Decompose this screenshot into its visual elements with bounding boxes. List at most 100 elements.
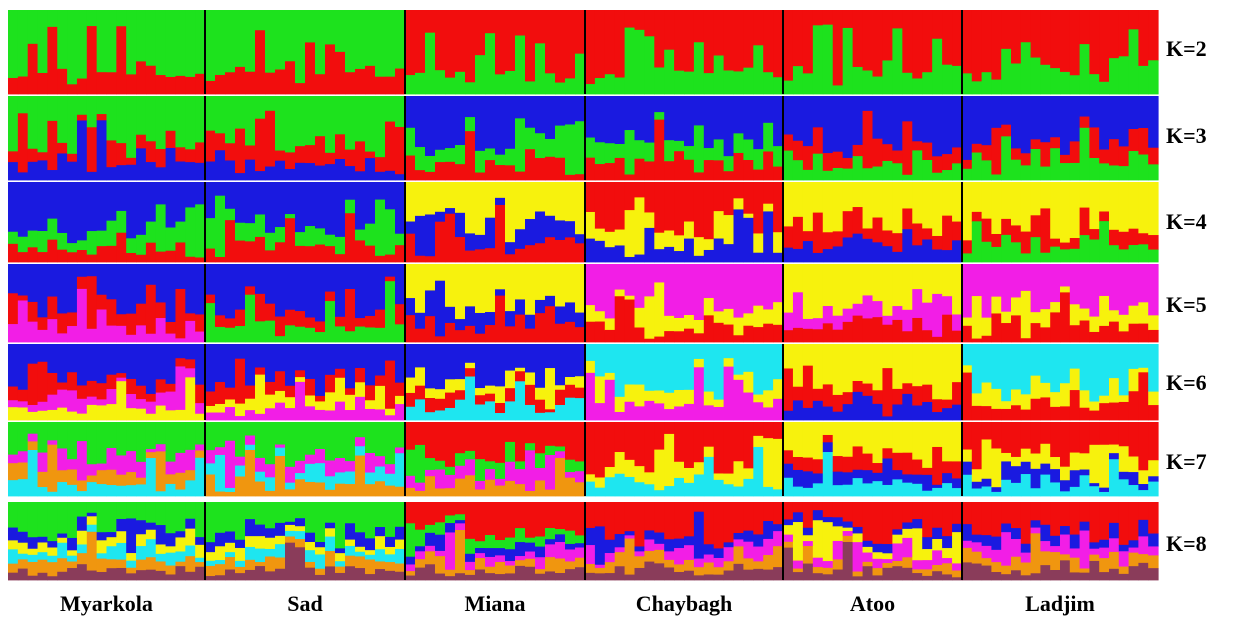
- bar-segment-red: [912, 459, 923, 476]
- bar-segment-blue: [345, 182, 356, 201]
- bar-segment-cyan: [912, 483, 923, 497]
- bar-segment-green: [1020, 42, 1032, 95]
- bar-segment-orange: [585, 564, 596, 574]
- bar-segment-orange: [375, 481, 386, 497]
- bar-segment-red: [136, 385, 147, 400]
- bar-segment-red: [136, 61, 147, 95]
- bar-segment-red: [465, 250, 476, 263]
- bar-segment-magenta: [165, 333, 177, 343]
- bar-segment-yellow: [723, 358, 735, 368]
- bar-segment-brown: [285, 542, 296, 581]
- bar-segment-red: [981, 502, 992, 536]
- bar-segment-green: [1001, 48, 1012, 95]
- bar-segment-magenta: [1079, 530, 1090, 569]
- bar-segment-magenta: [67, 459, 78, 470]
- bar-segment-green: [753, 149, 764, 170]
- bar-segment-red: [912, 141, 923, 151]
- bar-segment-orange: [555, 558, 566, 574]
- bar-segment-yellow: [604, 231, 616, 248]
- bar-segment-blue: [783, 247, 794, 263]
- bar-segment-cyan: [1089, 344, 1100, 402]
- bar-segment-cyan: [57, 542, 68, 559]
- bar-segment-brown: [265, 571, 276, 581]
- bar-segment-red: [773, 502, 784, 525]
- bar-segment-blue: [505, 549, 516, 562]
- bar-segment-magenta: [753, 546, 764, 562]
- bar-segment-blue: [802, 471, 814, 489]
- bar-segment-brown: [962, 562, 973, 581]
- bar-segment-green: [594, 78, 606, 95]
- bar-segment-red: [57, 249, 68, 263]
- bar-segment-magenta: [265, 464, 276, 478]
- bar-segment-blue: [385, 170, 396, 181]
- bar-segment-red: [255, 118, 266, 172]
- bar-segment-blue: [495, 289, 506, 296]
- bar-segment-yellow: [981, 382, 992, 407]
- bar-segment-green: [195, 10, 206, 75]
- bar-segment-yellow: [185, 528, 196, 546]
- bar-segment-green: [275, 10, 286, 70]
- bar-segment-brown: [355, 568, 366, 581]
- bar-segment-red: [116, 314, 127, 327]
- bar-segment-blue: [265, 528, 276, 539]
- bar-segment-red: [515, 171, 526, 181]
- bar-segment-orange: [475, 489, 486, 497]
- bar-segment-green: [8, 231, 19, 245]
- bar-segment-blue: [235, 173, 246, 181]
- bar-segment-red: [654, 182, 665, 234]
- bar-segment-brown: [126, 573, 137, 581]
- bar-segment-blue: [684, 536, 695, 546]
- bar-segment-yellow: [674, 461, 685, 479]
- bar-segment-red: [912, 386, 923, 406]
- bar-segment-blue: [703, 544, 715, 555]
- bar-segment-yellow: [952, 344, 963, 383]
- bar-segment-red: [654, 502, 665, 533]
- bar-segment-orange: [654, 549, 665, 564]
- bar-segment-magenta: [205, 450, 216, 464]
- bar-segment-red: [315, 136, 326, 166]
- bar-segment-brown: [136, 570, 147, 581]
- bar-segment-cyan: [505, 401, 516, 421]
- bar-segment-cyan: [335, 472, 346, 485]
- bar-segment-blue: [205, 161, 216, 181]
- bar-segment-green: [195, 502, 206, 538]
- bar-segment-magenta: [275, 402, 286, 421]
- bar-segment-cyan: [175, 551, 186, 563]
- bar-segment-blue: [575, 96, 586, 122]
- bar-segment-brown: [165, 574, 177, 581]
- bar-segment-red: [654, 119, 665, 181]
- bar-segment-green: [225, 96, 236, 144]
- bar-segment-orange: [674, 564, 685, 573]
- bar-segment-green: [195, 204, 206, 258]
- bar-segment-blue: [475, 96, 486, 152]
- bar-segment-cyan: [405, 406, 416, 421]
- bar-segment-blue: [1148, 533, 1159, 547]
- bar-segment-magenta: [862, 295, 874, 319]
- bar-segment-red: [922, 502, 933, 538]
- bar-segment-red: [733, 335, 744, 343]
- bar-segment-red: [912, 223, 923, 246]
- bar-segment-yellow: [664, 392, 675, 410]
- bar-segment-magenta: [753, 402, 764, 421]
- k-label: K=3: [1166, 123, 1207, 148]
- bar-segment-yellow: [435, 182, 446, 213]
- bar-segment-red: [1128, 422, 1139, 457]
- bar-segment-cyan: [235, 560, 246, 568]
- bar-segment-red: [235, 128, 246, 174]
- bar-segment-yellow: [852, 264, 864, 305]
- bar-segment-brown: [535, 573, 546, 581]
- bar-segment-yellow: [614, 396, 626, 413]
- bar-segment-blue: [405, 298, 416, 316]
- bar-segment-brown: [842, 541, 854, 581]
- bar-segment-red: [275, 316, 286, 337]
- bar-segment-cyan: [145, 539, 157, 558]
- bar-segment-green: [76, 96, 88, 116]
- bar-segment-yellow: [952, 532, 963, 564]
- bar-segment-red: [575, 387, 586, 399]
- bar-segment-magenta: [265, 408, 276, 421]
- bar-segment-cyan: [1050, 344, 1061, 393]
- bar-segment-cyan: [106, 546, 117, 560]
- bar-segment-magenta: [345, 461, 356, 472]
- bar-segment-magenta: [991, 264, 1002, 298]
- bar-segment-blue: [545, 96, 556, 140]
